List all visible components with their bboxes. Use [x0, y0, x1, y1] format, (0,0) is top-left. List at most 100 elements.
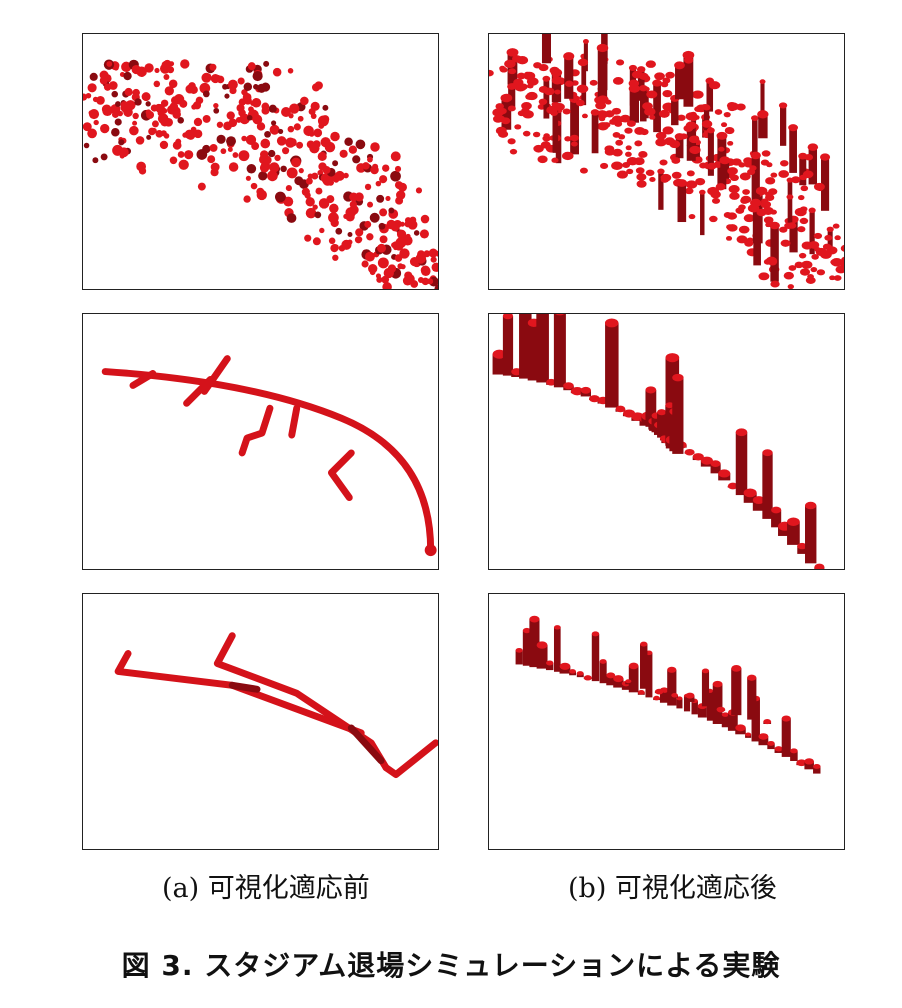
- marker-cylinder-top: [739, 172, 751, 181]
- marker-dot: [362, 162, 370, 170]
- marker-dot: [220, 148, 227, 155]
- marker-cylinder-body: [721, 714, 729, 728]
- marker-cylinder-top: [788, 124, 798, 132]
- marker-dot: [332, 160, 339, 167]
- marker-cylinder-top: [770, 172, 778, 178]
- marker-cylinder-top: [833, 275, 842, 281]
- marker-cylinder-body: [613, 678, 624, 688]
- marker-cylinder-top: [824, 234, 833, 241]
- marker-cylinder-top: [640, 641, 648, 647]
- marker-cylinder-top: [820, 250, 832, 259]
- marker-cylinder-body: [543, 78, 550, 119]
- marker-cylinder-top: [580, 386, 591, 394]
- marker-dot: [186, 130, 196, 140]
- marker-dot: [379, 235, 388, 244]
- marker-cylinder-top: [684, 187, 694, 195]
- marker-cylinder-body: [597, 47, 608, 102]
- marker-cylinder-body: [536, 314, 549, 383]
- marker-dot: [397, 263, 404, 270]
- marker-dot: [428, 248, 438, 258]
- marker-dot: [305, 207, 317, 219]
- marker-cylinder-top: [509, 148, 518, 155]
- marker-dot: [210, 168, 219, 177]
- marker-dot: [276, 136, 287, 146]
- marker-dot: [146, 134, 152, 140]
- marker-cylinder-top: [720, 122, 728, 128]
- marker-dot: [131, 64, 141, 75]
- marker-cylinder-top: [721, 712, 729, 717]
- marker-cylinder-top: [515, 647, 523, 653]
- marker-cylinder-body: [743, 492, 757, 503]
- marker-cylinder-top: [808, 207, 816, 214]
- marker-dot: [287, 125, 295, 133]
- marker-cylinder-top: [685, 180, 698, 189]
- marker-dot: [379, 208, 388, 217]
- marker-cylinder-top: [625, 151, 632, 157]
- marker-cylinder-top: [526, 83, 534, 89]
- marker-cylinder-top: [624, 127, 633, 134]
- marker-dot: [310, 101, 320, 111]
- marker-cylinder-top: [788, 265, 797, 271]
- marker-cylinder-top: [500, 117, 511, 125]
- marker-dot: [297, 115, 304, 122]
- marker-cylinder-top: [767, 740, 775, 746]
- marker-cylinder-body: [591, 112, 599, 154]
- marker-cylinder-top: [725, 236, 733, 241]
- marker-cylinder-top: [744, 239, 754, 247]
- marker-cylinder-top: [760, 159, 770, 166]
- marker-cylinder-top: [514, 83, 527, 92]
- marker-dot: [228, 118, 238, 128]
- marker-dot: [237, 77, 245, 85]
- marker-cylinder-top: [546, 660, 554, 666]
- marker-dot: [348, 145, 358, 154]
- marker-cylinder-top: [638, 150, 648, 158]
- marker-cylinder-top: [638, 72, 649, 80]
- marker-cylinder-top: [807, 143, 819, 151]
- marker-cylinder-top: [695, 177, 706, 186]
- marker-dot: [268, 149, 276, 158]
- marker-cylinder-body: [753, 235, 761, 266]
- marker-cylinder-top: [694, 106, 702, 112]
- marker-cylinder-body: [751, 698, 760, 742]
- panel-b-middle: [488, 313, 845, 570]
- marker-cylinder-top: [598, 116, 606, 122]
- marker-dot: [132, 88, 140, 97]
- marker-cylinder-body: [685, 695, 695, 702]
- marker-cylinder-top: [571, 95, 579, 101]
- marker-cylinder-top: [563, 382, 574, 390]
- marker-dot: [93, 119, 99, 126]
- marker-dot: [238, 150, 250, 162]
- marker-cylinder-top: [814, 246, 821, 252]
- marker-cylinder-top: [834, 235, 841, 241]
- marker-dot: [322, 104, 329, 111]
- marker-cylinder-top: [506, 48, 519, 57]
- marker-cylinder-top: [727, 140, 734, 146]
- marker-cylinder-top: [590, 109, 600, 116]
- marker-dot: [283, 196, 294, 207]
- marker-cylinder-top: [779, 226, 788, 233]
- marker-dot: [375, 180, 382, 187]
- marker-cylinder-top: [532, 131, 541, 138]
- marker-dot: [303, 125, 314, 137]
- marker-dot: [129, 125, 139, 136]
- panel-b-top-render: [489, 34, 844, 289]
- marker-dot: [226, 136, 236, 147]
- marker-cylinder-top: [671, 693, 679, 698]
- marker-cylinder-top: [662, 89, 673, 98]
- marker-dot: [85, 92, 92, 99]
- marker-dot: [395, 237, 407, 249]
- marker-dot: [164, 86, 174, 96]
- marker-cylinder-body: [621, 683, 631, 690]
- marker-cylinder-top: [758, 272, 770, 281]
- marker-cylinder-top: [738, 225, 750, 234]
- marker-cylinder-body: [770, 225, 779, 282]
- marker-dot: [271, 120, 277, 126]
- marker-cylinder-top: [628, 79, 640, 88]
- marker-dot: [158, 114, 168, 124]
- marker-cylinder-top: [750, 198, 762, 207]
- marker-cylinder-top: [579, 167, 588, 174]
- marker-cylinder-top: [655, 131, 667, 140]
- marker-dot: [355, 139, 366, 150]
- marker-cylinder-top: [564, 80, 574, 87]
- marker-dot: [171, 97, 179, 105]
